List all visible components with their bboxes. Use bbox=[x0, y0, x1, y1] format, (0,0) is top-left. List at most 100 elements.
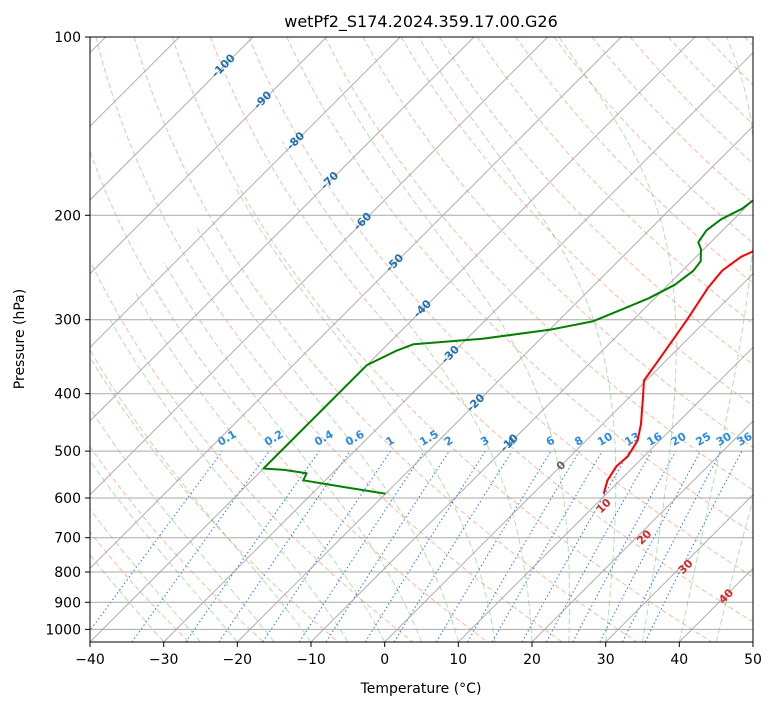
moist-adiabat bbox=[90, 508, 201, 642]
isotherm-line bbox=[90, 37, 696, 642]
mixing-ratio-label: 3 bbox=[478, 434, 491, 449]
y-tick-label: 300 bbox=[54, 313, 81, 329]
y-tick-label: 400 bbox=[54, 387, 81, 403]
isotherm-line bbox=[90, 37, 475, 422]
mixing-ratio-line bbox=[621, 450, 722, 642]
isotherm-line bbox=[90, 37, 328, 275]
mixing-ratio-line bbox=[572, 450, 677, 642]
mixing-ratio-lines: 0.10.20.40.611.52346810131620253036 bbox=[90, 428, 755, 642]
moist-adiabat-label: 40 bbox=[716, 586, 736, 606]
isotherms bbox=[90, 37, 753, 642]
moist-adiabat bbox=[752, 640, 753, 642]
dry-adiabat bbox=[90, 259, 414, 642]
dry-adiabat bbox=[553, 37, 753, 244]
x-tick-label: 40 bbox=[670, 652, 688, 668]
dry-adiabat bbox=[324, 37, 753, 491]
moist-adiabat bbox=[715, 497, 753, 642]
mixing-ratio-label: 6 bbox=[544, 433, 557, 448]
x-axis-ticks: −40 −30 −20 −10 0 10 20 30 40 50 bbox=[75, 642, 762, 668]
y-tick-label: 1000 bbox=[45, 622, 81, 638]
dry-adiabat bbox=[90, 445, 264, 642]
dry-adiabat bbox=[133, 37, 638, 642]
mixing-ratio-line bbox=[435, 450, 552, 642]
isobar-gridlines bbox=[90, 37, 753, 630]
x-tick-label: −30 bbox=[149, 652, 179, 668]
y-tick-label: 800 bbox=[54, 565, 81, 581]
y-axis-ticks: 100 200 300 400 500 600 700 800 900 1000 bbox=[45, 30, 90, 638]
dewpoint-profile bbox=[262, 199, 753, 495]
dry-adiabat bbox=[171, 37, 712, 642]
moist-adiabat-label: 20 bbox=[634, 527, 654, 547]
dry-adiabat bbox=[400, 37, 753, 407]
dry-adiabat bbox=[362, 37, 753, 449]
moist-adiabat bbox=[90, 553, 165, 642]
isotherm-line bbox=[90, 37, 254, 201]
isotherm-line bbox=[90, 37, 549, 496]
dry-adiabat bbox=[210, 37, 753, 623]
moist-adiabat bbox=[109, 319, 349, 642]
y-tick-label: 700 bbox=[54, 531, 81, 547]
mixing-ratio-label: 1 bbox=[384, 434, 397, 449]
temperature-profile bbox=[602, 250, 753, 494]
mixing-ratio-label: 8 bbox=[572, 434, 585, 449]
isotherm-line bbox=[457, 346, 753, 642]
mixing-ratio-line bbox=[131, 450, 270, 642]
moist-adiabat bbox=[134, 292, 386, 642]
x-tick-label: 10 bbox=[449, 652, 467, 668]
mixing-ratio-label: 2 bbox=[442, 434, 455, 449]
x-axis-label: Temperature (°C) bbox=[360, 681, 482, 697]
plot-frame bbox=[89, 36, 754, 643]
moist-adiabat bbox=[196, 227, 459, 642]
mixing-ratio-label: 0.6 bbox=[343, 428, 367, 449]
dry-adiabats bbox=[90, 37, 753, 642]
isotherm-line bbox=[678, 567, 753, 642]
mixing-ratio-line bbox=[521, 450, 630, 642]
moist-adiabat bbox=[90, 407, 275, 642]
mixing-ratio-line bbox=[467, 450, 580, 642]
mixing-ratio-line bbox=[262, 450, 392, 642]
isotherm-line bbox=[236, 125, 753, 642]
moist-adiabat-label: 10 bbox=[594, 496, 614, 516]
dry-adiabat bbox=[248, 37, 753, 578]
x-tick-label: 50 bbox=[744, 652, 762, 668]
mixing-ratio-line bbox=[325, 450, 450, 642]
moist-adiabat bbox=[235, 187, 496, 642]
mixing-ratio-label: 0.4 bbox=[312, 428, 336, 449]
moist-adiabat bbox=[558, 37, 677, 642]
mixing-ratio-label: 10 bbox=[595, 430, 615, 449]
moist-adiabat bbox=[337, 83, 570, 642]
mixing-ratio-line bbox=[90, 450, 223, 632]
y-tick-label: 100 bbox=[54, 30, 81, 46]
dry-adiabat bbox=[744, 37, 753, 47]
isotherm-line bbox=[752, 641, 753, 642]
mixing-ratio-line bbox=[644, 450, 743, 642]
isotherm-line bbox=[384, 272, 753, 642]
mixing-ratio-label: 36 bbox=[735, 430, 755, 449]
moist-adiabat bbox=[281, 141, 533, 642]
moist-adiabat bbox=[163, 262, 422, 642]
isotherm-line bbox=[605, 493, 753, 642]
y-axis-label: Pressure (hPa) bbox=[12, 289, 28, 389]
mixing-ratio-line bbox=[545, 450, 653, 642]
dry-adiabat bbox=[668, 37, 753, 125]
y-tick-label: 500 bbox=[54, 444, 81, 460]
dry-adiabat bbox=[477, 37, 753, 325]
moist-adiabats bbox=[90, 37, 753, 642]
y-tick-label: 200 bbox=[54, 208, 81, 224]
dry-adiabat bbox=[629, 37, 753, 165]
y-tick-label: 600 bbox=[54, 491, 81, 507]
mixing-ratio-line bbox=[393, 450, 513, 642]
mixing-ratio-line bbox=[185, 450, 320, 642]
mixing-ratio-label: 1.5 bbox=[417, 428, 440, 449]
sounding-series bbox=[262, 199, 753, 495]
isotherm-line bbox=[90, 37, 401, 349]
dry-adiabat bbox=[90, 356, 339, 642]
x-tick-label: −10 bbox=[296, 652, 326, 668]
moist-adiabat bbox=[418, 37, 617, 642]
x-tick-label: 0 bbox=[380, 652, 389, 668]
x-tick-label: −40 bbox=[75, 652, 105, 668]
x-tick-label: −20 bbox=[223, 652, 253, 668]
x-tick-label: 20 bbox=[523, 652, 541, 668]
